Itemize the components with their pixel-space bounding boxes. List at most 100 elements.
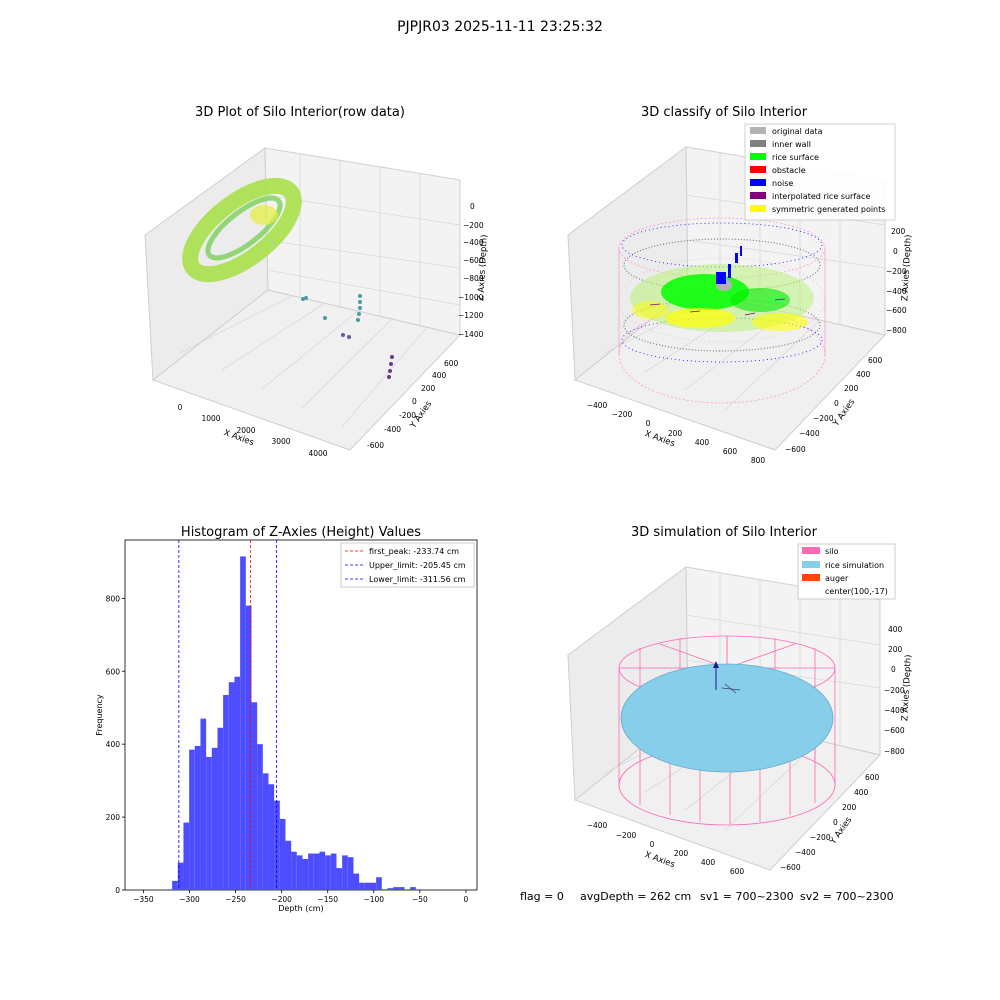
tick-label: −600 — [785, 445, 806, 454]
legend-swatch — [802, 547, 820, 554]
tick-label: −600 — [884, 726, 905, 735]
tick-label: 600 — [723, 447, 738, 456]
panel-sim-yticks: −600 −400 −200 0 200 400 600 — [780, 773, 880, 872]
tick-label: −400 — [587, 821, 608, 830]
tick-label: 400 — [695, 438, 710, 447]
legend-label: auger — [825, 574, 849, 583]
panel-classify-zlabel: Z Axies (Depth) — [900, 234, 913, 301]
panel-sim-xticks: −400 −200 0 200 400 600 — [587, 821, 745, 876]
panel-classify-zticks: 200 0 −200 −400 −600 −800 — [886, 227, 907, 335]
tick-label: −300 — [179, 895, 200, 904]
hist-bar — [319, 851, 326, 890]
tick-label: 600 — [865, 773, 880, 782]
hist-bar — [251, 702, 258, 890]
hist-bar — [166, 889, 173, 890]
legend-label: noise — [772, 179, 793, 188]
panel-raw-xticks: 0 1000 2000 3000 4000 — [178, 403, 328, 458]
hist-bar — [336, 868, 343, 890]
legend-swatch — [750, 140, 766, 147]
tick-label: −400 — [884, 706, 905, 715]
hist-plot-area — [124, 539, 478, 891]
legend-label: silo — [825, 547, 839, 556]
tick-label: 600 — [106, 667, 121, 676]
footer-sv2: sv2 = 700~2300 — [800, 890, 894, 903]
tick-label: 800 — [106, 594, 121, 603]
tick-label: -200 — [399, 411, 416, 420]
tick-label: 0 — [650, 840, 655, 849]
tick-label: −50 — [412, 895, 428, 904]
tick-label: −200 — [271, 895, 292, 904]
hist-ylabel: Frequency — [95, 694, 104, 736]
panel-raw-zlabel: Z Axies (Depth) — [476, 234, 489, 301]
tick-label: −1000 — [458, 293, 484, 302]
panel-classify-legend: original data inner wall rice surface ob… — [744, 123, 896, 221]
hist-bar — [189, 749, 195, 890]
tick-label: 200 — [842, 803, 857, 812]
hist-bar — [364, 882, 371, 890]
hist-bar — [404, 889, 411, 890]
hist-bar — [325, 855, 331, 890]
tick-label: 0 — [893, 247, 898, 256]
tick-label: 600 — [730, 867, 745, 876]
tick-label: 400 — [701, 858, 716, 867]
panel-sim-legend: silo rice simulation auger center(100,-1… — [797, 543, 896, 600]
hist-xticks: −350 −300 −250 −200 −150 −100 −50 0 — [133, 890, 469, 904]
panel-classify-surface — [630, 246, 814, 332]
tick-label: 1000 — [201, 414, 220, 423]
tick-label: 4000 — [308, 449, 327, 458]
tick-label: −400 — [795, 848, 816, 857]
hist-bar — [398, 887, 405, 890]
hist-yticks: 0 200 400 600 800 — [106, 594, 125, 895]
footer-avg-depth: avgDepth = 262 cm — [580, 890, 691, 903]
hist-bar — [393, 887, 399, 890]
raw-ring-inner — [205, 195, 283, 261]
tick-label: −1400 — [458, 330, 484, 339]
tick-label: 0 — [178, 403, 183, 412]
tick-label: −800 — [463, 274, 484, 283]
tick-label: −400 — [587, 401, 608, 410]
panel-classify-xticks: −400 −200 0 200 400 600 800 — [587, 401, 766, 465]
hist-bar — [183, 822, 190, 890]
tick-label: 400 — [854, 788, 869, 797]
tick-label: 3000 — [271, 437, 290, 446]
tick-label: −600 — [886, 306, 907, 315]
hist-bar — [177, 862, 184, 890]
tick-label: 400 — [106, 740, 121, 749]
hist-bar — [228, 682, 235, 890]
tick-label: 0 — [470, 202, 475, 211]
panel-raw-zticks: 0 −200 −400 −600 −800 −1000 −1200 −1400 — [458, 202, 484, 339]
hist-bar — [313, 853, 320, 890]
tick-label: 400 — [432, 371, 447, 380]
panel-classify-cylinder — [618, 217, 826, 404]
tick-label: −200 — [884, 686, 905, 695]
legend-swatch — [750, 192, 766, 199]
hist-bar — [330, 853, 337, 890]
legend-label: symmetric generated points — [772, 205, 885, 214]
tick-label: −200 — [463, 221, 484, 230]
legend-label: inner wall — [772, 140, 811, 149]
panel-raw-title: 3D Plot of Silo Interior(row data) — [195, 105, 405, 120]
hist-bar — [262, 773, 269, 890]
tick-label: −400 — [463, 238, 484, 247]
hist-bar — [200, 718, 207, 890]
hist-bar — [302, 859, 309, 890]
panel-raw-points — [182, 177, 394, 379]
legend-swatch — [750, 166, 766, 173]
panel-classify-yticks: −600 −400 −200 0 200 400 600 — [785, 356, 883, 454]
tick-label: 400 — [856, 370, 871, 379]
hist-bars — [166, 556, 422, 890]
tick-label: −200 — [616, 831, 637, 840]
hist-bar — [172, 880, 178, 890]
tick-label: 200 — [888, 645, 903, 654]
hist-bar — [268, 784, 275, 890]
tick-label: 0 — [464, 895, 469, 904]
tick-label: −200 — [612, 410, 633, 419]
hist-bar — [370, 882, 377, 890]
hist-bar — [223, 694, 229, 890]
panel-sim-auger — [713, 661, 741, 694]
tick-label: −100 — [363, 895, 384, 904]
tick-label: 600 — [868, 356, 883, 365]
tick-label: −200 — [810, 833, 831, 842]
footer-sv1: sv1 = 700~2300 — [700, 890, 794, 903]
